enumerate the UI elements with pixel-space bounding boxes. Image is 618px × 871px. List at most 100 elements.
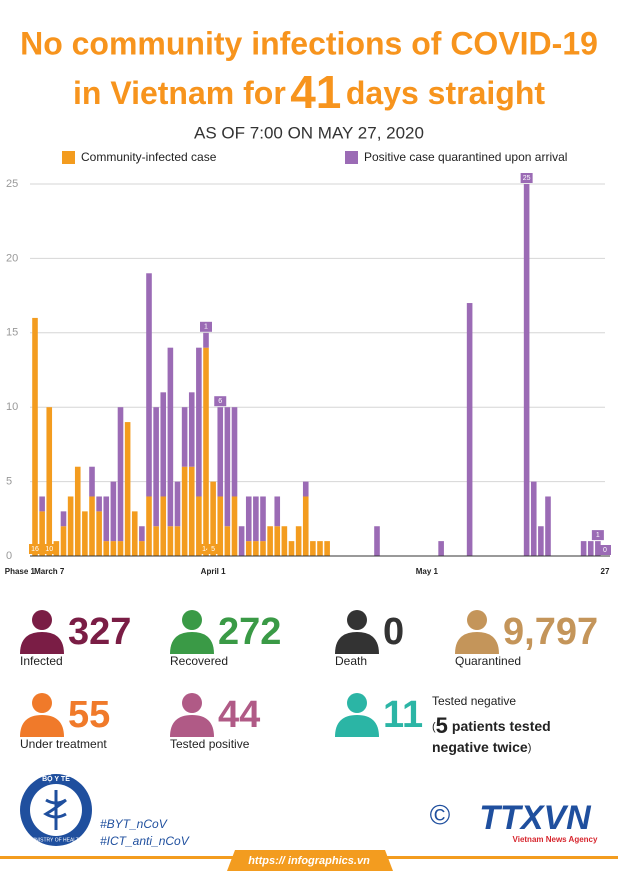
stat-label: Infected (20, 654, 63, 668)
bar-segment (131, 511, 138, 556)
bar-segment (595, 541, 601, 556)
legend-label: Community-infected case (81, 150, 217, 164)
legend-label: Positive case quarantined upon arrival (364, 150, 567, 164)
person-head (32, 693, 52, 713)
bar-segment (196, 347, 202, 497)
hashtag: #BYT_nCoV (100, 817, 168, 831)
value-label-bg (200, 321, 212, 332)
bar-segment (217, 407, 224, 497)
bar-segment (310, 541, 316, 556)
stat-value: 55 (68, 694, 110, 736)
bar-segment (96, 511, 102, 556)
value-label: 10 (45, 546, 53, 553)
bar-segment (317, 541, 323, 556)
bar-segment (39, 511, 45, 556)
bar-segment (587, 541, 594, 556)
agency-logo: TTXVN (479, 799, 592, 837)
bar-segment (117, 541, 124, 556)
bar-segment (89, 466, 95, 497)
stat-value: 272 (218, 611, 281, 653)
bar-segment (160, 496, 167, 556)
bar-segment (538, 526, 544, 556)
person-body (170, 632, 214, 654)
note-line2: negative twice) (432, 739, 531, 755)
stat: 327 Infected (20, 610, 131, 668)
bar-segment (253, 541, 259, 556)
bar-segment (60, 526, 67, 556)
bar-segment (146, 273, 152, 497)
bar-segment (281, 526, 288, 556)
stat-label: Recovered (170, 654, 228, 668)
bar-segment (53, 541, 60, 556)
bar-segment (89, 496, 95, 556)
y-tick-label: 15 (6, 327, 18, 339)
stat-label: Quarantined (455, 654, 521, 668)
value-label-bg (214, 396, 227, 407)
bar-segment (231, 496, 238, 556)
bar-segment (110, 541, 117, 556)
bar-segment (167, 526, 174, 556)
bar-segment (39, 496, 45, 512)
note-text: negative twice (432, 739, 528, 755)
ministry-bottom: MINISTRY OF HEALTH (30, 837, 83, 843)
bar-segment (110, 481, 117, 542)
bar-segment (224, 407, 231, 527)
bar-segment (188, 466, 195, 556)
person-head (467, 610, 487, 630)
person-head (32, 610, 52, 630)
note-close: ) (528, 742, 532, 754)
value-label-bg (591, 530, 604, 541)
person-head (347, 693, 367, 713)
title-post: days straight (346, 75, 546, 111)
note-number: 5 (436, 713, 448, 738)
bar-segment (231, 407, 238, 497)
bar-segment (288, 541, 295, 556)
bar-segment (302, 481, 309, 497)
ministry-top: BỘ Y TẾ (42, 773, 70, 783)
bar-segment (153, 407, 159, 527)
bar-segment (67, 496, 74, 556)
person-body (455, 632, 499, 654)
stat-label: Under treatment (20, 737, 107, 751)
bar-segment (124, 422, 131, 556)
stat-value: 44 (218, 694, 260, 736)
note-open: ( (432, 721, 436, 733)
bar-segment (274, 496, 281, 527)
person-head (182, 693, 202, 713)
bar-segment (117, 407, 124, 542)
value-label: 25 (523, 175, 531, 182)
bar-segment (274, 526, 281, 556)
bar-segment (260, 496, 266, 542)
bar-segment (153, 526, 159, 556)
y-tick-label: 10 (6, 401, 18, 413)
bar-segment (32, 317, 38, 556)
value-label-bg (43, 544, 56, 554)
y-tick-label: 0 (6, 550, 12, 562)
bar-segment (96, 496, 102, 512)
x-tick-label: May 1 (416, 567, 439, 576)
bar-segment (203, 332, 209, 348)
person-body (20, 632, 64, 654)
bar-segment (146, 496, 152, 556)
bar-segment (245, 496, 252, 542)
bar-segment (530, 481, 537, 556)
stat-value: 0 (383, 611, 404, 653)
bar-segment (139, 526, 145, 542)
person-body (170, 715, 214, 737)
bar-segment (174, 481, 181, 527)
value-label: 14 (202, 546, 210, 553)
bar-segment (466, 303, 473, 556)
value-label-bg (200, 544, 212, 554)
value-label: 6 (218, 398, 222, 405)
value-label: 1 (204, 324, 208, 331)
x-tick-label: Phase 1 (5, 567, 36, 576)
ministry-emblem (43, 790, 67, 830)
value-label: 0 (603, 547, 607, 554)
x-tick-label: March 7 (34, 567, 65, 576)
value-label: 16 (31, 546, 39, 553)
footer-url[interactable]: https:// infographics.vn (248, 855, 370, 867)
value-label-bg (207, 544, 220, 554)
bar-segment (82, 511, 88, 556)
